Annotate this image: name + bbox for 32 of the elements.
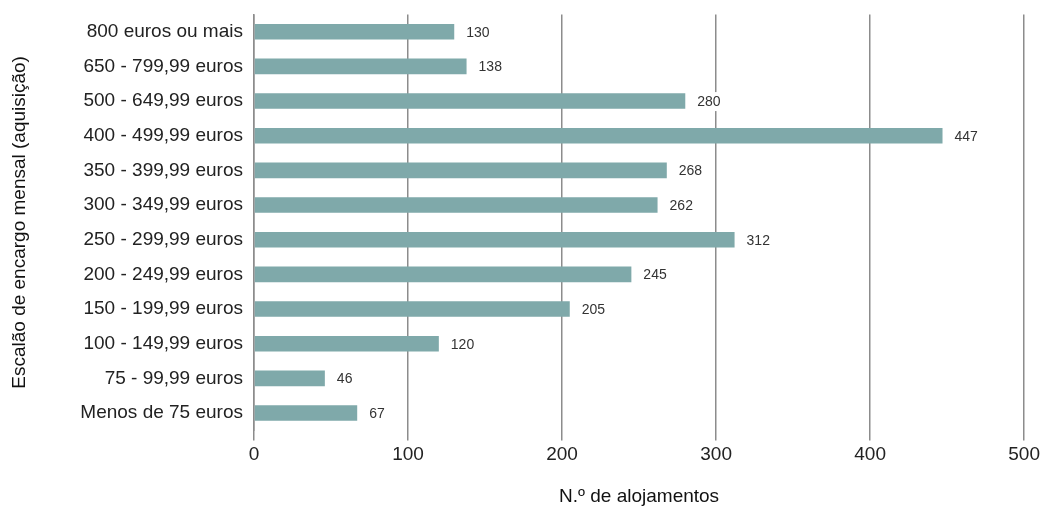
- y-tick-label: 400 - 499,99 euros: [83, 123, 243, 145]
- data-label: 46: [336, 370, 353, 387]
- data-label: 268: [678, 162, 703, 179]
- x-axis-title: N.º de alojamentos: [559, 484, 720, 506]
- x-tick-label: 400: [854, 443, 886, 465]
- x-tick-label: 200: [546, 443, 578, 465]
- x-tick-label: 100: [392, 443, 424, 465]
- y-tick-label: 75 - 99,99 euros: [104, 366, 243, 388]
- data-label: 447: [954, 127, 979, 144]
- y-axis-title: Escalão de encargo mensal (aquisição): [7, 56, 29, 389]
- data-label: 245: [643, 266, 667, 283]
- x-tick-label: 300: [700, 443, 732, 465]
- y-tick-label: 300 - 349,99 euros: [83, 193, 243, 215]
- y-tick-label: 350 - 399,99 euros: [83, 158, 243, 180]
- y-tick-label: 500 - 649,99 euros: [83, 89, 243, 111]
- data-label: 312: [746, 231, 771, 248]
- data-label: 67: [369, 404, 385, 421]
- data-label: 262: [669, 196, 694, 213]
- y-tick-label: 650 - 799,99 euros: [83, 54, 243, 76]
- x-tick-label: 0: [248, 443, 260, 465]
- data-label: 138: [478, 58, 503, 75]
- data-label: 130: [466, 23, 490, 40]
- y-tick-label: 100 - 149,99 euros: [83, 331, 243, 353]
- y-tick-label: 150 - 199,99 euros: [83, 297, 243, 319]
- y-tick-label: 800 euros ou mais: [86, 19, 243, 41]
- y-tick-label: 250 - 299,99 euros: [83, 227, 243, 249]
- y-tick-label: Menos de 75 euros: [80, 401, 243, 423]
- x-tick-label: 500: [1008, 443, 1040, 465]
- data-label: 120: [450, 335, 475, 352]
- data-label: 280: [697, 92, 721, 109]
- data-label: 205: [581, 300, 606, 317]
- y-tick-label: 200 - 249,99 euros: [83, 262, 243, 284]
